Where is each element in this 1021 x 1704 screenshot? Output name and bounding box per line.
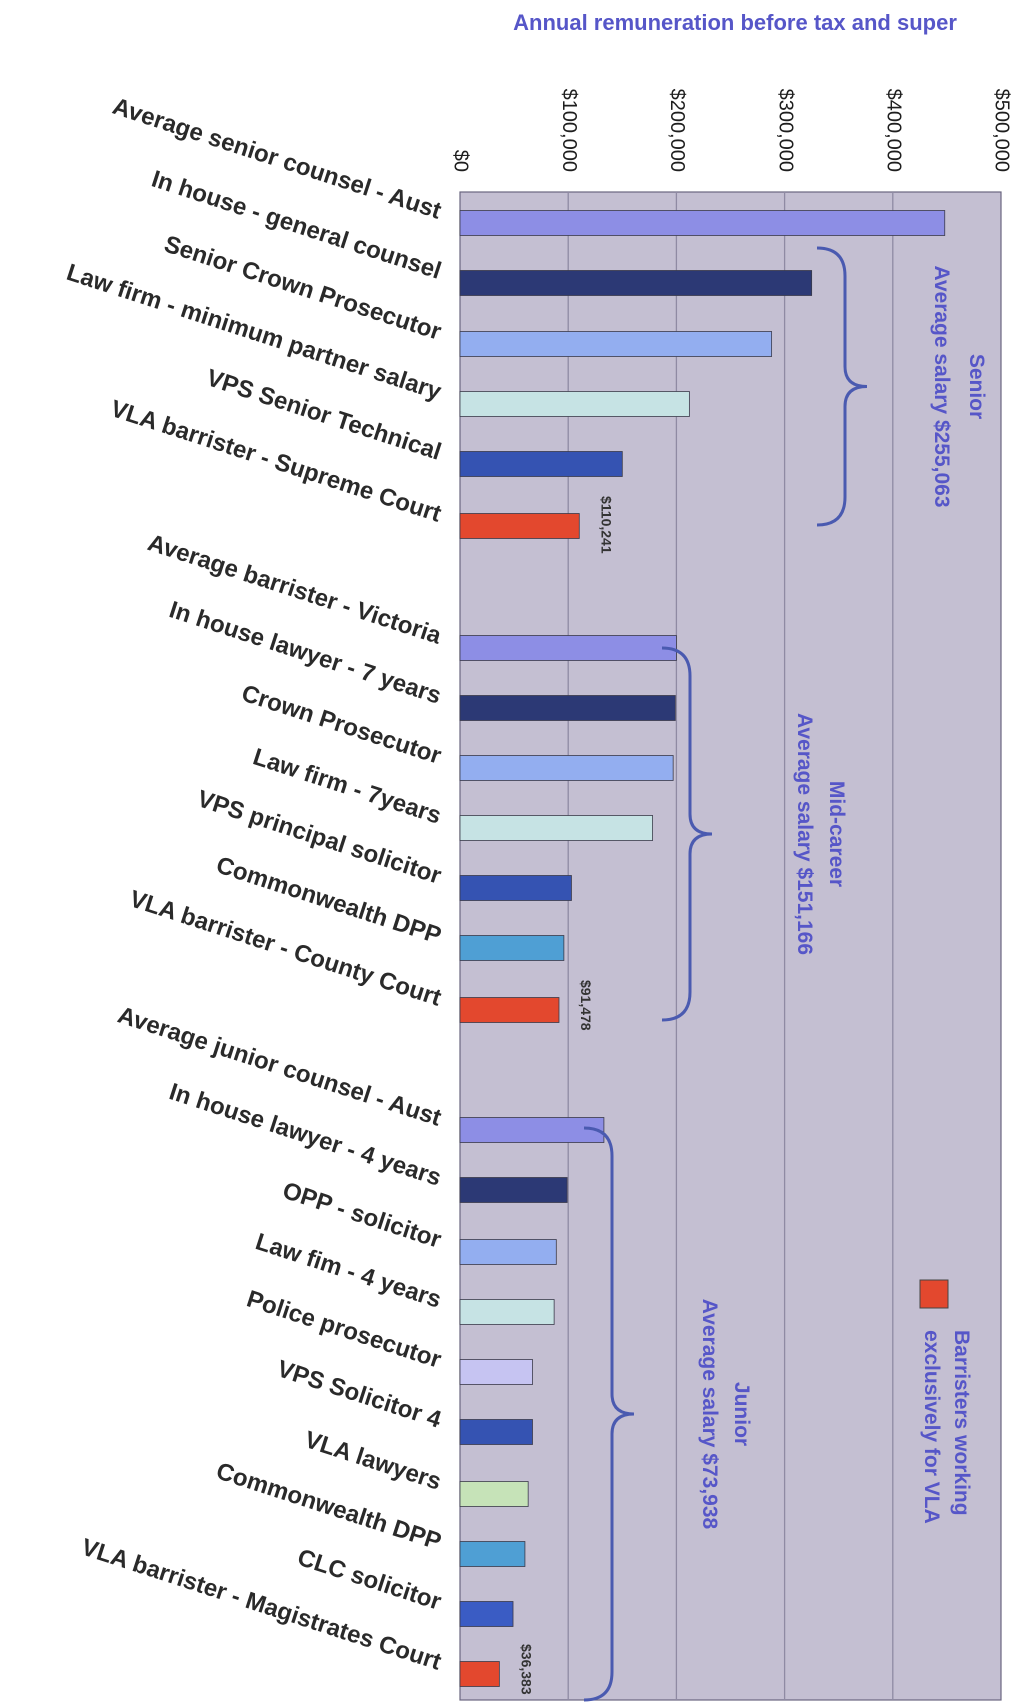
bar <box>459 875 572 901</box>
category-label: In house - general counsel <box>148 165 444 284</box>
bar <box>459 451 623 477</box>
bar <box>459 513 580 539</box>
group-average: Average salary $73,938 <box>698 1299 721 1530</box>
tick-label: $500,000 <box>991 89 1013 172</box>
bar <box>459 1239 557 1265</box>
tick-label: $100,000 <box>558 89 580 172</box>
bar <box>459 1177 568 1203</box>
bar <box>459 1419 533 1445</box>
bar <box>459 1299 555 1325</box>
category-label: VLA barrister - Supreme Court <box>107 395 444 528</box>
bar <box>459 635 677 661</box>
bar <box>459 1359 533 1385</box>
bar <box>459 935 565 961</box>
group-name: Mid-career <box>825 781 848 887</box>
tick-label: $400,000 <box>883 89 905 172</box>
data-label: $110,241 <box>598 496 614 554</box>
tick-label: $300,000 <box>774 89 796 172</box>
bar <box>459 1541 526 1567</box>
legend: Barristers working exclusively for VLA <box>919 1279 973 1524</box>
group-name: Junior <box>730 1382 753 1446</box>
bar <box>459 391 690 417</box>
bar <box>459 1601 514 1627</box>
group-name: Senior <box>965 354 988 419</box>
bar <box>459 1481 529 1507</box>
category-label: VLA barrister - County Court <box>126 885 444 1011</box>
group-annotations: Senior Average salary $255,063 Mid-career A… <box>583 246 988 1702</box>
bar <box>459 815 653 841</box>
category-label: VLA barrister - Magistrates Court <box>78 1534 444 1676</box>
group-bracket <box>816 246 868 527</box>
bar <box>459 755 674 781</box>
legend-label: Barristers working <box>950 1330 973 1516</box>
tick-label: $0 <box>450 150 472 172</box>
category-label: CLC solicitor <box>294 1544 444 1616</box>
bars <box>459 210 946 1687</box>
grid-lines <box>567 192 894 1700</box>
bar <box>459 1661 500 1687</box>
category-label: VLA lawyers <box>301 1426 444 1496</box>
legend-label: exclusively for VLA <box>920 1330 943 1524</box>
bar <box>459 331 773 357</box>
data-label: $91,478 <box>578 980 594 1031</box>
bar <box>459 1117 605 1143</box>
tick-label: $200,000 <box>666 89 688 172</box>
group-bracket <box>583 1126 635 1702</box>
tick-labels: $0 $100,000 $200,000 $300,000 $400,000 $500,0… <box>450 89 1013 172</box>
bar <box>459 997 560 1023</box>
data-label: $36,383 <box>518 1644 534 1695</box>
legend-swatch <box>919 1279 949 1309</box>
bar <box>459 210 946 236</box>
group-average: Average salary $255,063 <box>930 265 953 507</box>
category-label: Average barrister - Victoria <box>144 529 445 650</box>
bar <box>459 270 813 296</box>
group-bracket <box>661 646 713 1022</box>
bar <box>459 695 676 721</box>
group-average: Average salary $151,166 <box>793 713 816 955</box>
chart-title: Annual remuneration before tax and super <box>513 10 957 35</box>
data-labels: $110,241 $91,478 $36,383 <box>518 496 614 1695</box>
